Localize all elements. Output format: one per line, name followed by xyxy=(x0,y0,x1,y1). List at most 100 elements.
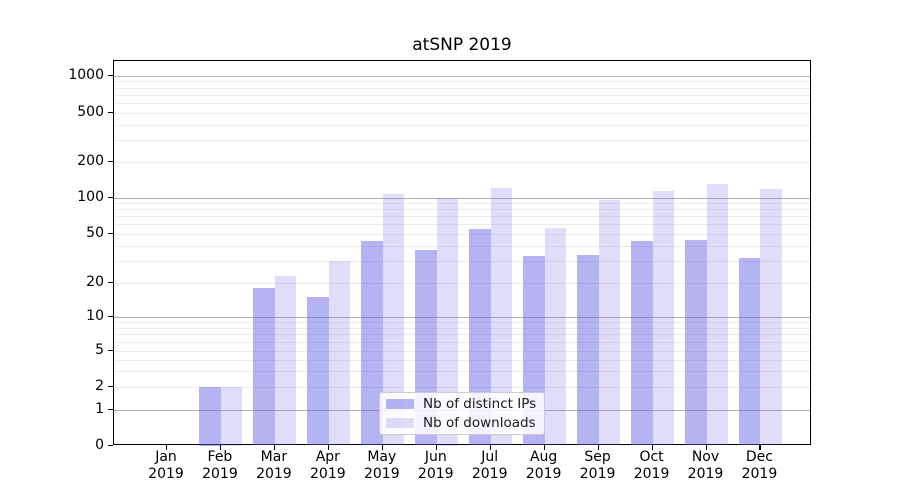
gridline-minor xyxy=(114,94,810,96)
legend-swatch-downloads xyxy=(386,418,414,428)
bar-distinct-ips-mar xyxy=(253,288,275,446)
x-tick-mark xyxy=(489,444,491,450)
y-tick-mark xyxy=(108,350,113,352)
x-tick-label: Oct 2019 xyxy=(633,448,670,482)
y-tick-mark xyxy=(108,196,113,198)
gridline-minor xyxy=(114,359,810,361)
y-tick-mark xyxy=(108,409,113,411)
y-tick-mark xyxy=(108,316,113,318)
x-tick-label: Feb 2019 xyxy=(202,448,238,482)
gridline-minor xyxy=(114,327,810,329)
gridline-minor xyxy=(114,81,810,83)
y-tick-mark xyxy=(108,233,113,235)
gridline-minor xyxy=(114,334,810,336)
x-tick-label: May 2019 xyxy=(363,448,400,482)
bar-distinct-ips-oct xyxy=(631,240,653,446)
bar-downloads-dec xyxy=(760,188,782,446)
x-tick-mark xyxy=(705,444,707,450)
y-tick-label: 2 xyxy=(95,378,104,394)
bar-distinct-ips-sep xyxy=(577,254,599,446)
bar-distinct-ips-feb xyxy=(199,387,221,446)
gridline-minor xyxy=(114,113,810,114)
gridline-minor xyxy=(114,342,810,344)
legend-item-downloads: Nb of downloads xyxy=(386,415,538,431)
x-tick-label: Jun 2019 xyxy=(417,448,454,482)
x-tick-label: Aug 2019 xyxy=(525,448,562,482)
x-tick-mark xyxy=(166,444,168,450)
gridline-major xyxy=(114,75,810,77)
gridline-minor xyxy=(114,203,810,205)
y-tick-label: 5 xyxy=(95,342,104,358)
gridline-major xyxy=(114,317,810,318)
gridline-minor xyxy=(114,161,810,163)
y-tick-mark xyxy=(108,386,113,388)
x-tick-mark xyxy=(597,444,599,450)
x-tick-mark xyxy=(273,444,276,450)
x-tick-mark xyxy=(381,444,383,450)
gridline-minor xyxy=(114,234,810,235)
x-tick-mark xyxy=(543,444,545,450)
gridline-minor xyxy=(114,209,810,211)
gridline-minor xyxy=(114,387,810,388)
gridline-minor xyxy=(114,124,810,126)
y-tick-label: 100 xyxy=(77,188,104,205)
gridline-minor xyxy=(114,216,810,218)
x-tick-label: Jul 2019 xyxy=(471,448,508,482)
y-tick-label: 20 xyxy=(86,274,104,290)
bar-downloads-sep xyxy=(598,200,621,446)
legend-item-label: Nb of distinct IPs xyxy=(423,396,537,412)
bar-downloads-jul xyxy=(490,187,513,446)
plot-area xyxy=(113,60,811,446)
gridline-minor xyxy=(114,322,810,324)
gridline-minor xyxy=(114,140,810,142)
gridline-major xyxy=(114,197,810,199)
x-tick-mark xyxy=(651,444,653,450)
legend: Nb of distinct IPs Nb of downloads xyxy=(379,392,545,435)
y-tick-mark xyxy=(108,160,113,162)
bar-downloads-nov xyxy=(706,184,728,446)
y-tick-label: 1 xyxy=(95,401,104,417)
bar-distinct-ips-may xyxy=(361,240,383,446)
bar-distinct-ips-apr xyxy=(307,297,329,446)
y-tick-mark xyxy=(108,74,113,76)
x-tick-label: Nov 2019 xyxy=(687,448,724,482)
gridline-minor xyxy=(114,245,810,247)
bar-downloads-jun xyxy=(436,197,459,446)
y-tick-label: 200 xyxy=(77,152,104,169)
gridline-minor xyxy=(114,261,810,263)
y-tick-mark xyxy=(108,112,113,114)
y-tick-mark xyxy=(108,444,113,446)
gridline-minor xyxy=(114,351,810,352)
bar-downloads-apr xyxy=(328,261,351,446)
gridline-minor xyxy=(114,371,810,373)
bar-downloads-aug xyxy=(544,228,567,446)
x-tick-label: Apr 2019 xyxy=(310,448,346,482)
bar-downloads-oct xyxy=(652,190,675,446)
y-tick-label: 50 xyxy=(86,225,104,241)
x-tick-mark xyxy=(327,444,330,450)
x-tick-mark xyxy=(435,444,437,450)
gridline-minor xyxy=(114,87,810,89)
x-tick-label: Jan 2019 xyxy=(148,448,184,482)
bar-distinct-ips-jul xyxy=(469,228,491,446)
y-tick-label: 500 xyxy=(77,104,104,120)
bar-downloads-may xyxy=(382,193,405,446)
y-tick-label: 10 xyxy=(86,308,104,324)
x-tick-label: Mar 2019 xyxy=(256,448,292,482)
legend-item-label: Nb of downloads xyxy=(423,415,536,431)
legend-swatch-distinct-ips xyxy=(386,399,414,409)
bar-downloads-feb xyxy=(220,387,243,446)
x-tick-label: Sep 2019 xyxy=(579,448,616,482)
x-tick-label: Dec 2019 xyxy=(741,448,778,482)
gridline-minor xyxy=(114,224,810,226)
gridline-minor xyxy=(114,103,810,105)
bar-distinct-ips-nov xyxy=(685,239,707,446)
x-tick-mark xyxy=(759,444,761,450)
chart-title: atSNP 2019 xyxy=(412,35,512,55)
gridline-minor xyxy=(114,283,810,284)
y-tick-label: 1000 xyxy=(68,66,104,83)
bar-distinct-ips-dec xyxy=(738,257,761,446)
bar-downloads-mar xyxy=(274,275,297,446)
x-tick-mark xyxy=(219,444,222,450)
